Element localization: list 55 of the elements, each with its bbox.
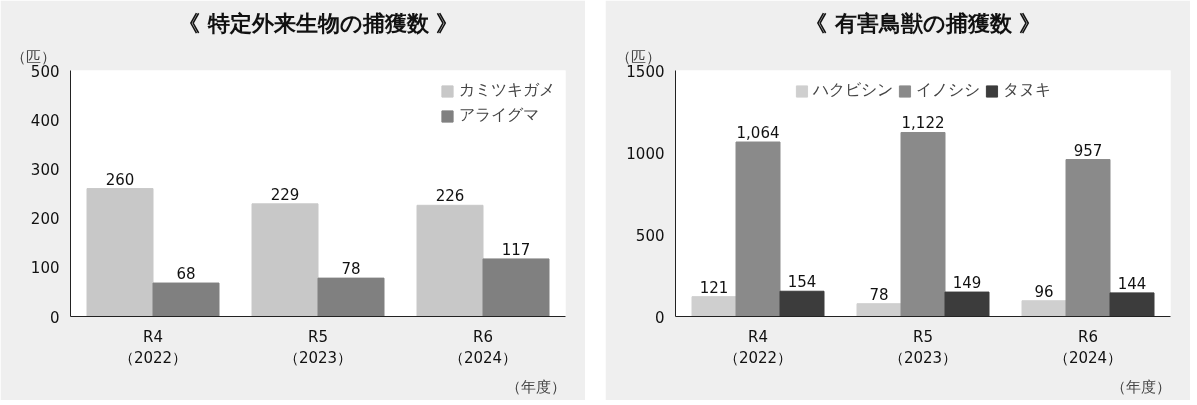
data-label: 78 [869, 285, 889, 304]
legend-label: ハクビシン [813, 80, 893, 101]
bar [317, 277, 385, 317]
data-label: 154 [787, 273, 817, 292]
data-label: 78 [341, 260, 361, 279]
x-tick-label: R4 （2022） [118, 327, 188, 368]
legend-label: タヌキ [1003, 80, 1051, 101]
y-tick-label: 300 [30, 160, 60, 179]
data-label: 144 [1117, 274, 1147, 293]
bar [944, 291, 990, 317]
data-label: 957 [1073, 141, 1103, 160]
bar [691, 296, 737, 317]
y-tick-label: 0 [49, 308, 60, 327]
data-label: 121 [699, 278, 729, 297]
data-label: 229 [270, 185, 300, 204]
y-tick-label: 400 [30, 111, 60, 130]
y-tick-label: 1000 [626, 144, 665, 163]
bar [1021, 300, 1067, 317]
y-tick-label: 0 [654, 308, 665, 327]
chart-title: 《 特定外来生物の捕獲数 》 [177, 10, 459, 36]
data-label: 226 [435, 187, 465, 206]
bar [735, 141, 781, 317]
bar [1065, 159, 1111, 317]
data-label: 68 [176, 265, 196, 284]
y-tick-label: 500 [635, 226, 665, 245]
data-label: 1,122 [901, 114, 945, 133]
bar [779, 290, 825, 317]
x-axis-title: （年度） [1110, 377, 1171, 396]
legend-label: カミツキガメ [459, 80, 555, 101]
legend-label: イノシシ [916, 80, 980, 101]
bar [86, 188, 154, 317]
data-label: 1,064 [736, 124, 780, 142]
bar [152, 282, 220, 317]
bar [1109, 292, 1155, 317]
y-axis-title: （匹） [615, 47, 661, 66]
y-axis-title: （匹） [10, 47, 56, 66]
bar [856, 303, 902, 317]
data-label: 117 [501, 240, 531, 259]
x-tick-label: R4 （2022） [723, 327, 793, 368]
y-tick-label: 200 [30, 210, 60, 229]
x-tick-label: R5 （2023） [888, 327, 958, 368]
bar [900, 131, 946, 317]
x-tick-label: R6 （2024） [448, 327, 518, 368]
x-axis-title: （年度） [505, 377, 566, 396]
x-tick-label: R5 （2023） [283, 327, 353, 368]
data-label: 149 [952, 274, 982, 293]
bar [416, 204, 484, 317]
chart-title: 《 有害鳥獣の捕獲数 》 [804, 10, 1042, 36]
data-label: 260 [105, 170, 135, 189]
x-tick-label: R6 （2024） [1053, 327, 1123, 368]
bar [251, 203, 319, 317]
y-tick-label: 100 [30, 259, 60, 278]
bar [482, 258, 550, 317]
data-label: 96 [1034, 282, 1054, 301]
legend-label: アライグマ [459, 105, 539, 126]
